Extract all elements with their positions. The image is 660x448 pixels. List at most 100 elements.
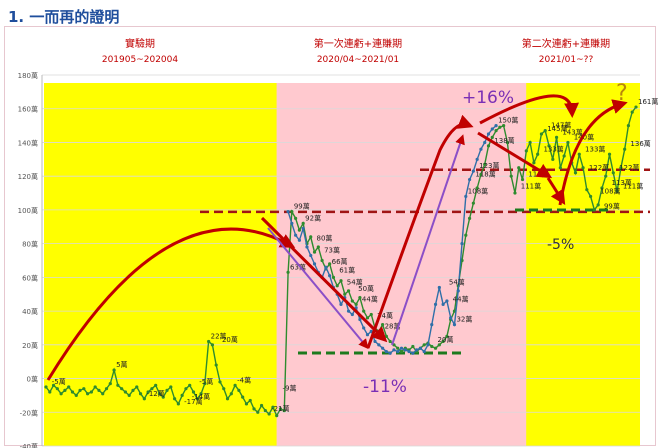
data-point	[229, 392, 233, 396]
data-label: 150萬	[498, 116, 518, 125]
data-point	[437, 285, 441, 290]
data-point	[415, 348, 419, 352]
y-tick-label: 180萬	[18, 71, 38, 80]
data-label: 118萬	[475, 170, 495, 179]
data-point	[430, 344, 434, 349]
data-point	[309, 235, 313, 239]
data-point	[464, 233, 468, 237]
data-label: 20萬	[222, 335, 238, 344]
y-axis: 180萬 160萬 140萬 120萬 100萬 80萬 60萬 40萬 20萬 0萬 -20萬 -4…	[18, 71, 43, 448]
data-point	[381, 346, 385, 350]
data-point	[396, 349, 400, 354]
data-label: 122萬	[619, 163, 639, 172]
data-label: 122萬	[589, 163, 609, 172]
data-point	[365, 333, 370, 337]
data-point	[365, 316, 370, 320]
data-label: -5萬	[52, 377, 66, 386]
data-point	[486, 132, 491, 136]
data-point	[237, 388, 241, 392]
data-point	[373, 339, 377, 344]
data-point	[116, 383, 120, 387]
page-heading: 1. 一而再的證明	[8, 8, 120, 26]
data-point	[479, 172, 483, 177]
data-label: 138萬	[494, 136, 514, 145]
data-point	[471, 201, 475, 205]
data-point	[430, 322, 434, 327]
data-point	[312, 262, 317, 266]
data-point	[70, 390, 75, 394]
data-label: 54萬	[449, 277, 465, 286]
data-point	[346, 289, 351, 293]
data-label: -9萬	[282, 384, 296, 393]
data-point	[339, 279, 343, 283]
data-point	[48, 390, 52, 394]
y-tick-label: 40萬	[22, 307, 38, 316]
data-point	[471, 169, 475, 173]
data-point	[399, 349, 404, 354]
data-label: 61萬	[339, 266, 355, 275]
reference-lines	[200, 168, 650, 355]
y-tick-label: -20萬	[20, 408, 38, 417]
data-point	[513, 191, 517, 195]
data-point	[248, 398, 252, 403]
data-point	[388, 339, 392, 344]
data-point	[377, 343, 381, 347]
data-point	[294, 233, 298, 237]
period-band	[276, 83, 529, 446]
data-point	[543, 129, 547, 133]
data-point	[101, 392, 105, 396]
period-band	[44, 83, 279, 446]
data-point	[558, 166, 562, 170]
data-point	[312, 250, 317, 254]
data-point	[464, 194, 468, 199]
data-point	[225, 397, 230, 401]
data-point	[112, 368, 116, 372]
data-point	[433, 346, 438, 350]
data-point	[486, 144, 491, 148]
data-point	[165, 388, 169, 392]
period-band	[526, 83, 640, 446]
data-point	[626, 123, 631, 128]
data-label: 108萬	[600, 186, 620, 195]
data-point	[207, 339, 211, 344]
data-point	[611, 171, 615, 175]
data-point	[517, 166, 521, 170]
y-tick-label: 140萬	[18, 138, 38, 147]
data-point	[577, 152, 581, 156]
data-point	[138, 392, 143, 396]
data-label: 133萬	[585, 144, 605, 153]
data-label: 143萬	[562, 127, 582, 136]
data-point	[475, 186, 479, 190]
data-label: 50萬	[358, 284, 374, 293]
loss-annotation: -11%	[363, 377, 407, 397]
data-point	[161, 395, 165, 399]
data-point	[384, 349, 388, 354]
period-title: 第二次連虧+連賺期	[522, 37, 610, 50]
data-point	[131, 388, 135, 392]
data-point	[244, 402, 249, 406]
data-label: 133萬	[543, 144, 563, 153]
data-point	[362, 326, 366, 330]
data-point	[297, 228, 301, 232]
data-point	[222, 387, 226, 391]
data-point	[218, 380, 222, 384]
data-point	[467, 216, 472, 220]
data-point	[483, 140, 487, 145]
data-point	[437, 343, 441, 347]
data-point	[328, 274, 332, 278]
data-point	[89, 390, 93, 394]
data-point	[286, 209, 290, 214]
data-point	[532, 161, 536, 165]
period-titles: 實驗期 201905~202004 第一次連虧+連賺期 2020/04~2021/01…	[102, 37, 610, 65]
data-point	[520, 177, 525, 182]
data-point	[449, 316, 453, 320]
data-point	[589, 194, 593, 199]
data-point	[445, 334, 449, 338]
trend-arrow	[477, 131, 553, 179]
data-point	[369, 312, 373, 317]
data-point	[475, 157, 479, 161]
data-point	[157, 392, 162, 396]
data-label: 92萬	[305, 213, 321, 222]
y-tick-label: 100萬	[18, 206, 38, 215]
